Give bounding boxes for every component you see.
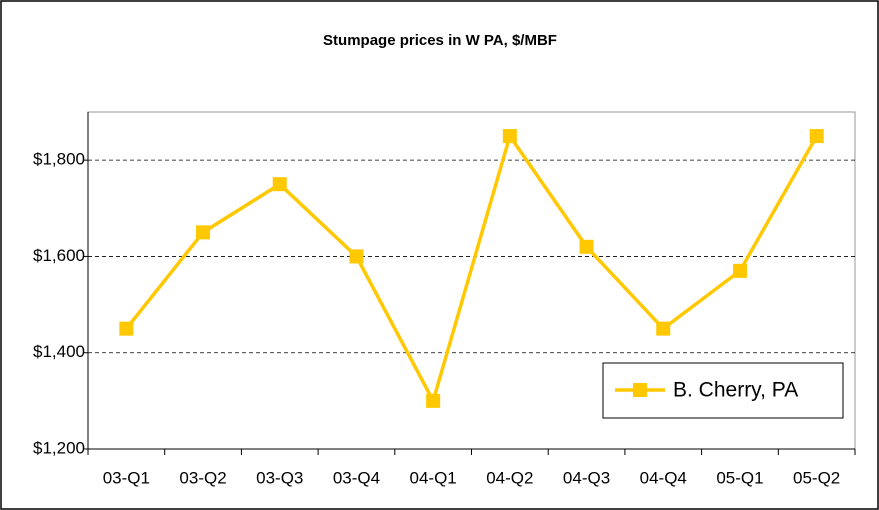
- y-tick-label: $1,200: [33, 438, 85, 457]
- x-tick-label: 04-Q3: [563, 468, 610, 487]
- x-tick-label: 03-Q1: [103, 468, 150, 487]
- point-marker: [196, 225, 211, 240]
- x-tick-label: 04-Q1: [410, 468, 457, 487]
- point-marker: [656, 321, 671, 336]
- point-marker: [349, 249, 364, 264]
- x-tick-label: 05-Q1: [716, 468, 763, 487]
- y-tick-label: $1,800: [33, 150, 85, 169]
- x-tick-label: 03-Q2: [179, 468, 226, 487]
- y-tick-label: $1,400: [33, 342, 85, 361]
- point-marker: [426, 393, 441, 408]
- y-tick-label: $1,600: [33, 246, 85, 265]
- x-tick-label: 03-Q4: [333, 468, 380, 487]
- point-marker: [502, 129, 517, 144]
- x-tick-label: 04-Q4: [640, 468, 687, 487]
- x-tick-label: 03-Q3: [256, 468, 303, 487]
- chart-title: Stumpage prices in W PA, $/MBF: [323, 32, 557, 49]
- point-marker: [119, 321, 134, 336]
- x-tick-label: 04-Q2: [486, 468, 533, 487]
- point-marker: [732, 263, 747, 278]
- x-tick-label: 05-Q2: [793, 468, 840, 487]
- series-line: [124, 132, 819, 406]
- point-marker: [272, 177, 287, 192]
- point-marker: [579, 239, 594, 254]
- legend-marker: [633, 383, 647, 397]
- legend-label: B. Cherry, PA: [673, 379, 798, 402]
- point-marker: [809, 129, 824, 144]
